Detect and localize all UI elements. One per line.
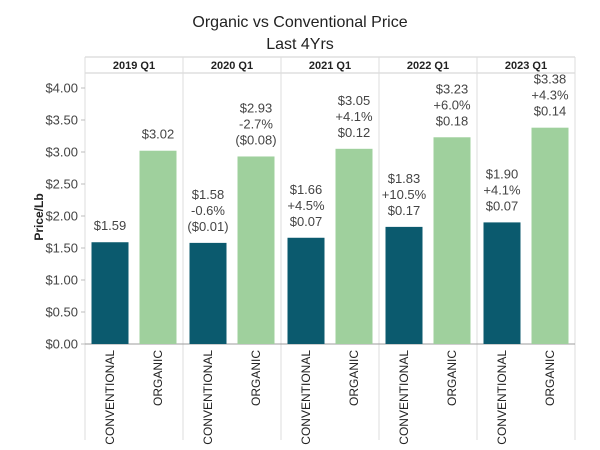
bar-value-label: $0.07 — [290, 214, 323, 229]
category-label: CONVENTIONAL — [201, 350, 215, 445]
bar-value-label: $2.93 — [240, 100, 273, 115]
category-label: CONVENTIONAL — [299, 350, 313, 445]
bar-value-label: $1.90 — [486, 166, 519, 181]
bar-organic — [237, 156, 275, 344]
category-label: ORGANIC — [151, 350, 165, 406]
bar-value-label: +4.1% — [483, 182, 521, 197]
bar-value-label: $3.38 — [534, 72, 567, 87]
panel-label: 2022 Q1 — [407, 60, 449, 72]
bar-value-label: +4.3% — [531, 88, 569, 103]
bar-value-label: +10.5% — [382, 187, 427, 202]
bar-value-label: $3.23 — [436, 81, 469, 96]
bar-value-label: $1.59 — [94, 218, 127, 233]
bar-conventional — [91, 242, 129, 344]
bar-value-label: $0.07 — [486, 198, 519, 213]
plot-area: $0.00 $0.50 $1.00 $1.50 $2.00 $2.50 $3.00 $3.50… — [45, 56, 576, 445]
y-tick-label: $1.00 — [45, 273, 78, 288]
bar-value-label: +4.5% — [287, 198, 325, 213]
y-tick-label: $2.50 — [45, 177, 78, 192]
bar-value-label: ($0.08) — [235, 132, 276, 147]
category-label: ORGANIC — [445, 350, 459, 406]
bar-value-label: -0.6% — [191, 203, 225, 218]
bar-organic — [335, 148, 373, 344]
bar-organic — [139, 150, 177, 344]
bar-value-label: $0.17 — [388, 203, 421, 218]
bar-organic — [433, 137, 471, 344]
category-label: CONVENTIONAL — [103, 350, 117, 445]
y-tick-label: $0.50 — [45, 305, 78, 320]
y-tick-label: $0.00 — [45, 337, 78, 352]
bar-conventional — [483, 222, 521, 344]
y-tick-label: $4.00 — [45, 81, 78, 96]
bar-value-label: $1.58 — [192, 187, 225, 202]
y-tick-label: $3.50 — [45, 113, 78, 128]
category-label: ORGANIC — [347, 350, 361, 406]
bar-conventional — [189, 242, 227, 344]
y-tick-label: $1.50 — [45, 241, 78, 256]
category-label: ORGANIC — [543, 350, 557, 406]
bar-organic — [531, 127, 569, 345]
bar-value-label: ($0.01) — [187, 219, 228, 234]
category-label: CONVENTIONAL — [397, 350, 411, 445]
chart-title: Organic vs Conventional Price — [192, 14, 407, 31]
bar-value-label: $0.18 — [436, 113, 469, 128]
panel-label: 2023 Q1 — [505, 60, 547, 72]
chart-subtitle: Last 4Yrs — [266, 36, 334, 53]
y-tick-label: $3.00 — [45, 145, 78, 160]
bar-value-label: $1.83 — [388, 171, 421, 186]
bar-value-label: $0.14 — [534, 104, 567, 119]
bar-conventional — [287, 237, 325, 344]
panel-label: 2021 Q1 — [309, 60, 351, 72]
y-tick-label: $2.00 — [45, 209, 78, 224]
category-label: CONVENTIONAL — [495, 350, 509, 445]
bar-value-label: $3.02 — [142, 127, 175, 142]
panel-label: 2019 Q1 — [113, 60, 155, 72]
bar-conventional — [385, 226, 423, 344]
y-axis-title: Price/Lb — [32, 193, 46, 240]
bar-value-label: $0.12 — [338, 125, 371, 140]
bar-value-label: $1.66 — [290, 182, 323, 197]
bar-value-label: +4.1% — [335, 109, 373, 124]
category-label: ORGANIC — [249, 350, 263, 406]
bar-value-label: $3.05 — [338, 93, 371, 108]
bar-value-label: -2.7% — [239, 116, 273, 131]
bar-value-label: +6.0% — [433, 97, 471, 112]
panel-label: 2020 Q1 — [211, 60, 253, 72]
